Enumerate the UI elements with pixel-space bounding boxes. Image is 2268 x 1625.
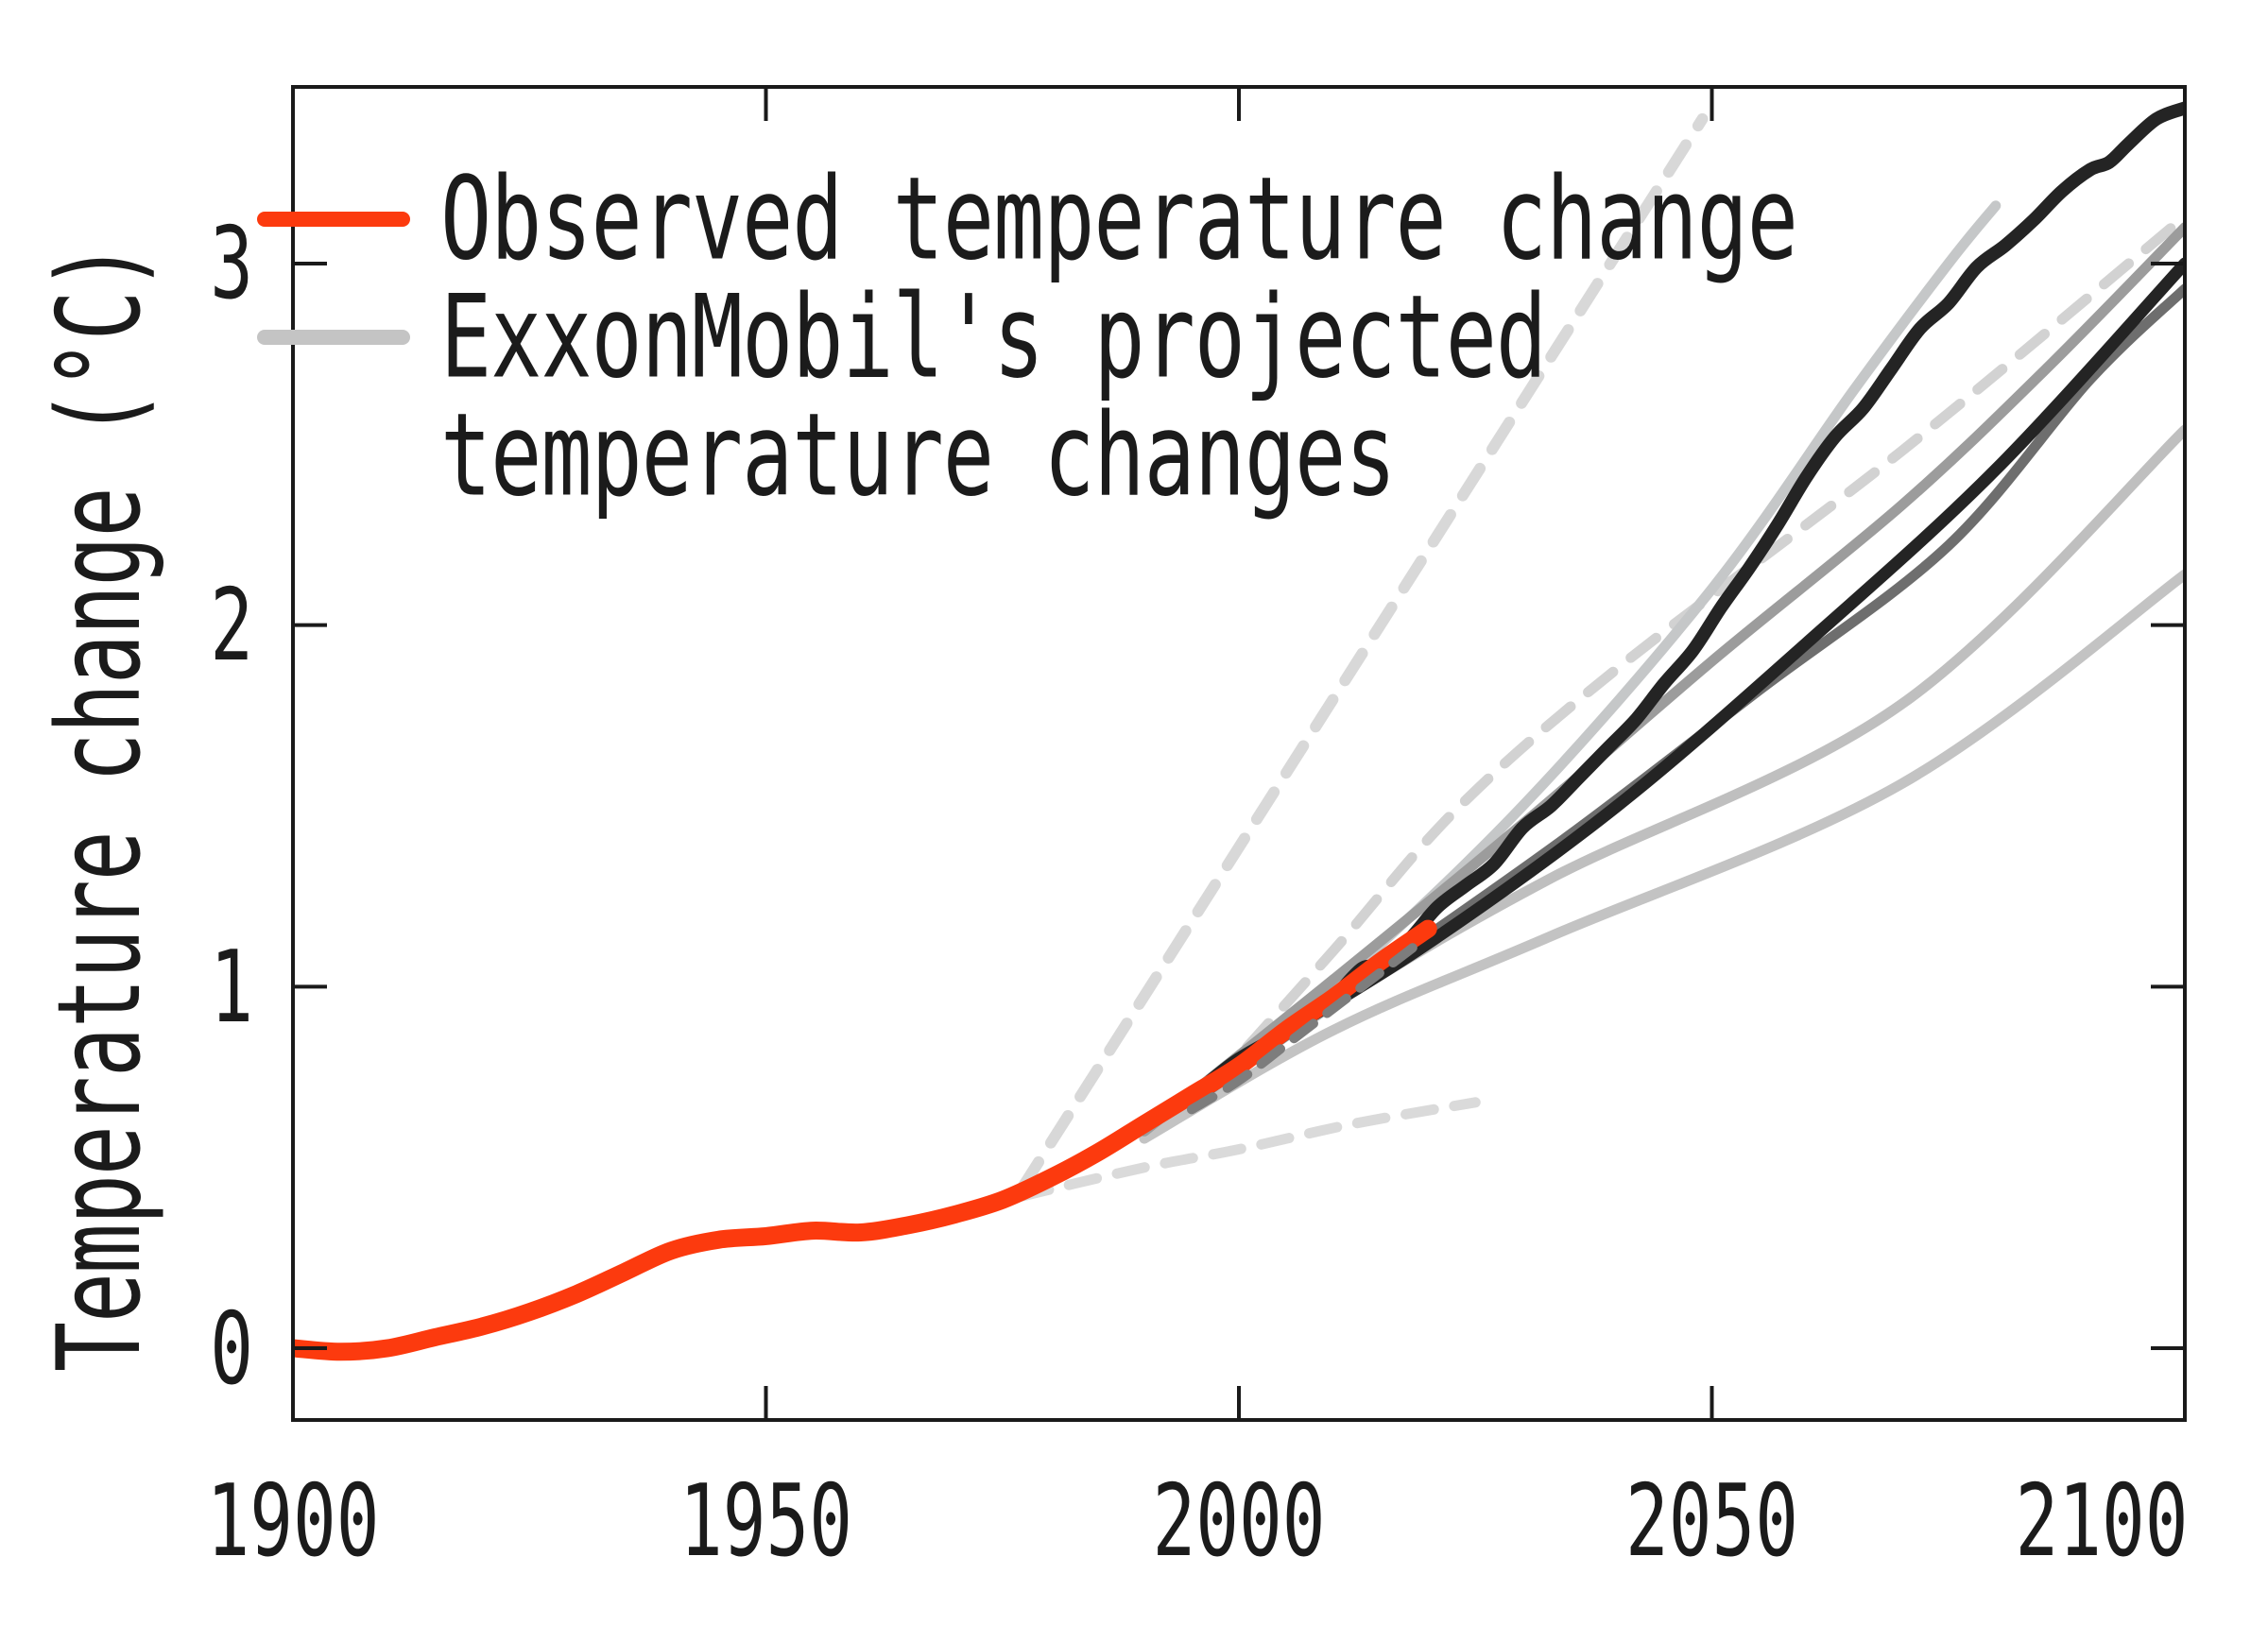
- data-lines: [293, 101, 2185, 1361]
- x-tick-label-1900: 1900: [206, 1462, 380, 1579]
- x-tick-label-1950: 1950: [679, 1462, 853, 1579]
- series-exxon-projection-gray-medium: [1139, 222, 2185, 1137]
- legend-item-projected-line2: temperature changes: [440, 388, 1397, 522]
- series-exxon-projection-dashed-short-light: [1016, 1097, 1481, 1202]
- series-exxon-projection-light-low: [1139, 569, 2185, 1144]
- legend-projected-swatch: [257, 330, 410, 345]
- x-tick-label-2100: 2100: [2015, 1462, 2189, 1579]
- y-tick-label-3: 3: [210, 205, 253, 322]
- legend-observed-swatch: [257, 212, 410, 227]
- legend-item-projected: ExxonMobil's projected: [440, 270, 1547, 404]
- series-exxon-projection-dashed-long: [1205, 211, 2185, 1093]
- series-exxon-projection-dashed-short-dark: [1187, 938, 1424, 1115]
- y-tick-label-2: 2: [210, 567, 253, 684]
- legend-projected-label-line1: ExxonMobil's projected: [440, 270, 1547, 404]
- legend-observed-label: Observed temperature change: [440, 152, 1798, 286]
- y-axis-title: Temperature change (°C): [32, 242, 167, 1372]
- legend-projected-label-line2: temperature changes: [440, 388, 1397, 522]
- y-tick-label-1: 1: [210, 928, 253, 1045]
- x-tick-label-2050: 2050: [1624, 1462, 1799, 1579]
- legend-item-observed: Observed temperature change: [440, 152, 1798, 286]
- y-tick-label-0: 0: [210, 1290, 253, 1407]
- x-tick-label-2000: 2000: [1152, 1462, 1326, 1579]
- series-observed-temperature: [293, 919, 1437, 1361]
- series-exxon-projection-black-straight: [1270, 257, 2185, 1044]
- series-exxon-projection-dashed-steep: [1015, 112, 1709, 1195]
